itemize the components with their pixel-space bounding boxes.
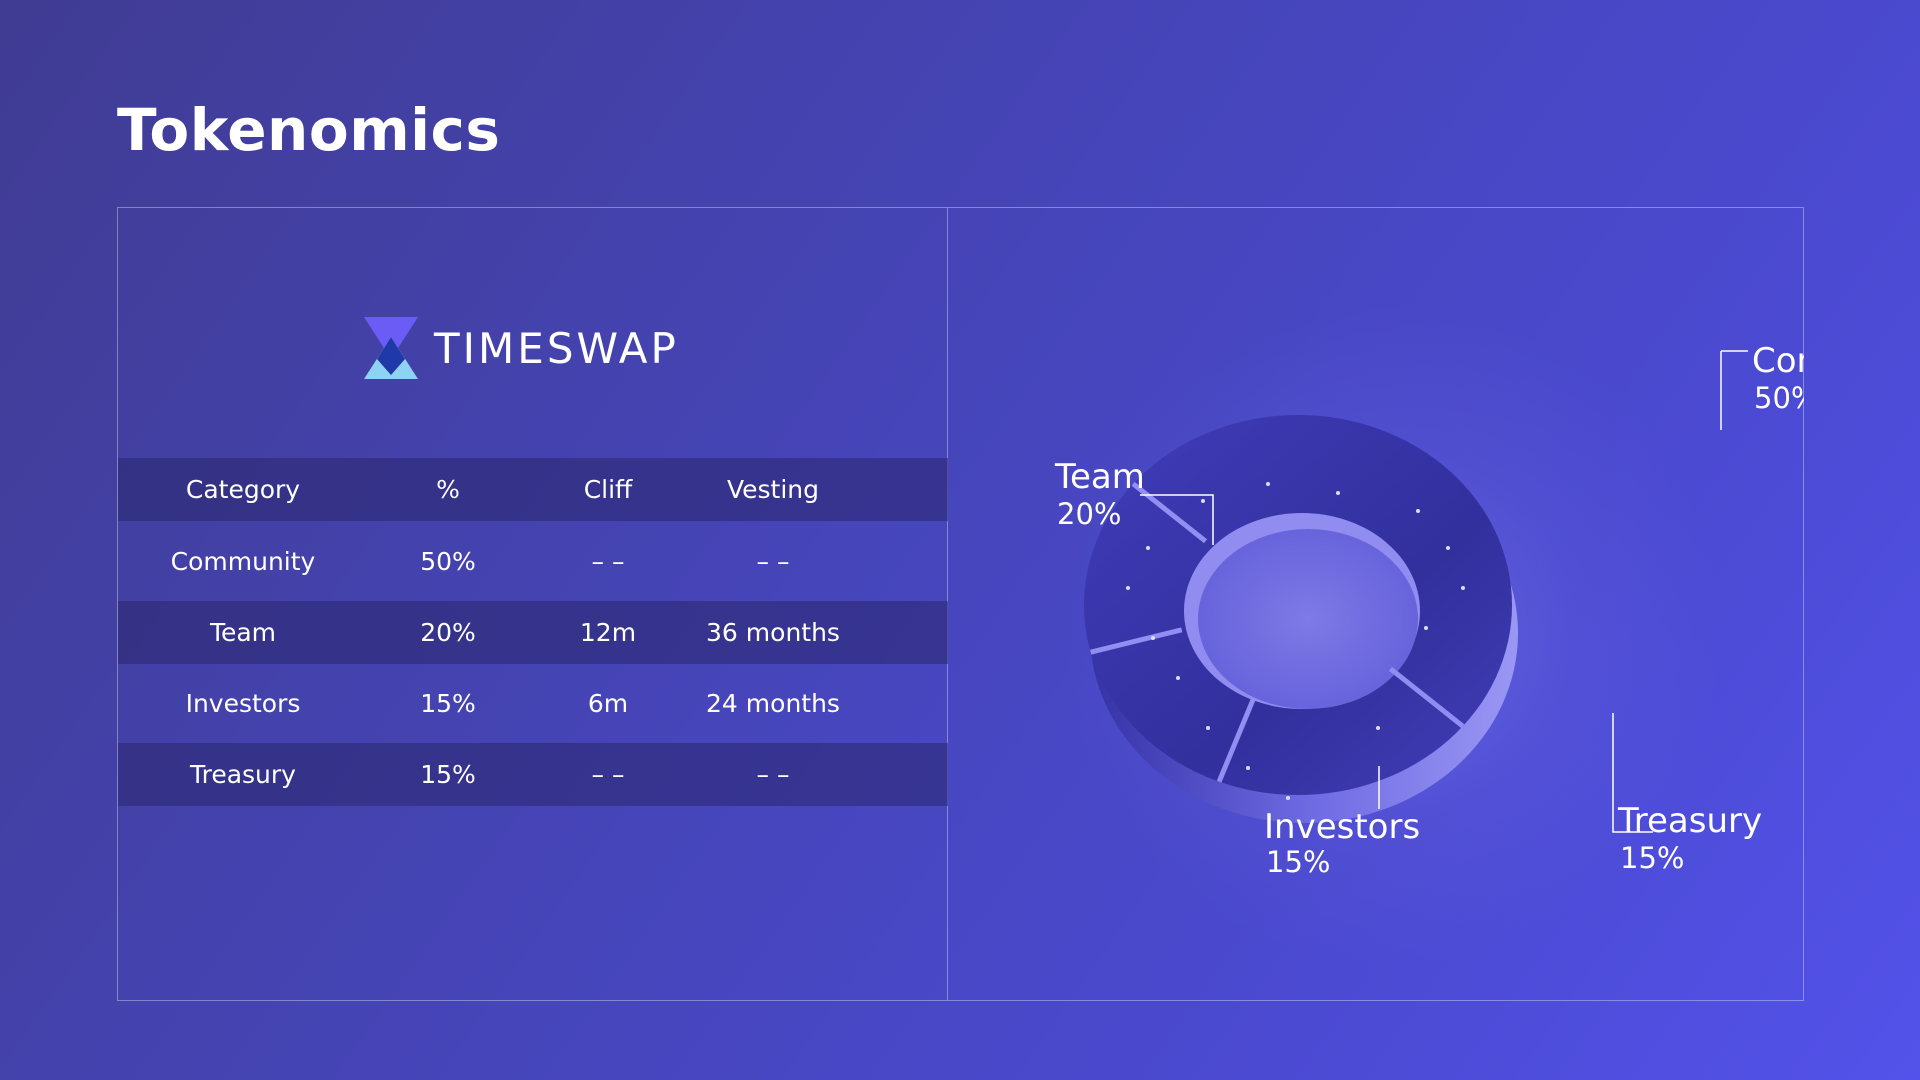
slice-value-treasury: 15% — [1620, 841, 1684, 875]
slice-labels: Community50%Team20%Investors15%Treasury1… — [1054, 341, 1804, 879]
sparkle — [1266, 482, 1270, 486]
cell-vesting: 36 months — [706, 618, 840, 647]
sparkle — [1126, 586, 1130, 590]
header-percent: % — [436, 475, 460, 504]
table-row: Community 50% – – – – — [118, 521, 948, 601]
logo-wordmark: TIMESWAP — [434, 323, 679, 373]
slice-value-investors: 15% — [1266, 845, 1330, 879]
cell-category: Community — [170, 546, 316, 576]
cell-percent: 20% — [420, 618, 476, 647]
cell-vesting: – – — [756, 546, 790, 576]
sparkle — [1446, 546, 1450, 550]
sparkle — [1201, 499, 1205, 503]
content-frame: TIMESWAP Category % Cliff Vesting Commun… — [117, 207, 1804, 1001]
timeswap-logo: TIMESWAP — [362, 315, 679, 381]
header-category: Category — [185, 475, 301, 504]
hourglass-logo-icon — [364, 317, 418, 379]
cell-cliff: 12m — [579, 618, 637, 647]
cell-cliff: – – — [591, 760, 625, 789]
slice-label-treasury: Treasury — [1617, 801, 1762, 841]
slice-divider-investors — [1216, 697, 1257, 783]
header-cliff: Cliff — [583, 475, 633, 504]
slice-value-community: 50% — [1754, 381, 1804, 415]
sparkle — [1286, 796, 1290, 800]
cell-cliff: – – — [591, 546, 625, 576]
table-header-row: Category % Cliff Vesting — [118, 458, 948, 521]
slice-label-community: Community — [1752, 341, 1804, 381]
donut-chart-panel: Community50%Team20%Investors15%Treasury1… — [948, 208, 1804, 1000]
sparkle — [1461, 586, 1465, 590]
sparkle — [1336, 491, 1340, 495]
donut-hole — [1198, 529, 1418, 709]
cell-category: Team — [209, 618, 277, 647]
slice-divider-team — [1388, 666, 1465, 729]
cell-percent: 15% — [420, 760, 476, 789]
cell-category: Treasury — [190, 760, 296, 789]
sparkle — [1424, 626, 1428, 630]
donut-chart: Community50%Team20%Investors15%Treasury1… — [1054, 341, 1804, 879]
cell-cliff: 6m — [587, 689, 629, 718]
allocation-table-panel: TIMESWAP Category % Cliff Vesting Commun… — [118, 208, 948, 1000]
table-row: Team 20% 12m 36 months — [118, 601, 948, 664]
cell-percent: 50% — [420, 546, 476, 576]
donut-body — [1084, 415, 1518, 823]
slice-value-team: 20% — [1057, 497, 1121, 531]
slice-divider-treasury — [1090, 627, 1183, 655]
slice-label-investors: Investors — [1264, 807, 1420, 847]
sparkle — [1206, 726, 1210, 730]
sparkle — [1246, 766, 1250, 770]
sparkle — [1416, 509, 1420, 513]
table-row: Treasury 15% – – – – — [118, 743, 948, 806]
cell-category: Investors — [185, 689, 301, 718]
sparkle — [1176, 676, 1180, 680]
sparkle — [1376, 726, 1380, 730]
cell-vesting: 24 months — [706, 689, 840, 718]
allocation-table: Category % Cliff Vesting Community 50% –… — [118, 458, 948, 806]
cell-vesting: – – — [756, 760, 790, 789]
page-title: Tokenomics — [117, 96, 501, 164]
sparkle — [1146, 546, 1150, 550]
slice-divider-community — [1131, 481, 1208, 544]
slice-label-team: Team — [1054, 457, 1145, 497]
sparkle — [1151, 636, 1155, 640]
header-vesting: Vesting — [726, 475, 820, 504]
cell-percent: 15% — [420, 689, 476, 718]
leader-line-treasury — [1612, 713, 1653, 833]
leader-line-team — [1140, 494, 1214, 545]
table-row: Investors 15% 6m 24 months — [118, 664, 948, 743]
